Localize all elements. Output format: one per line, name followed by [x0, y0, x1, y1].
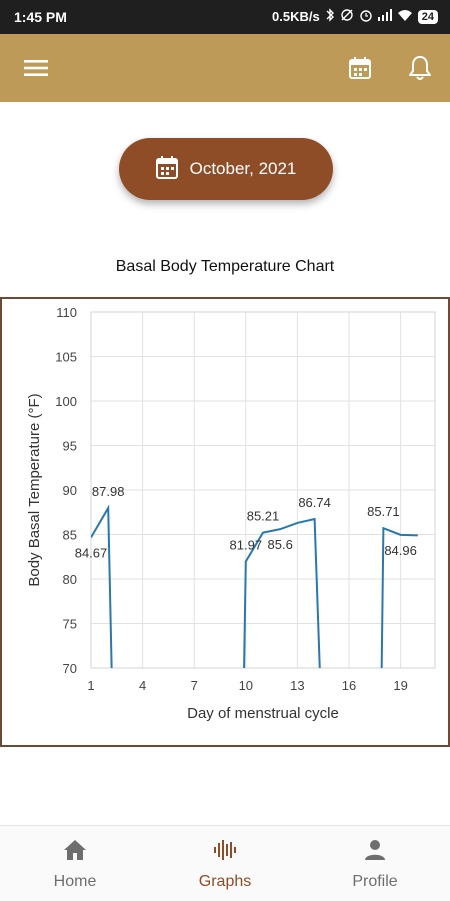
y-tick-label: 80 — [63, 572, 77, 587]
nav-profile[interactable]: Profile — [315, 838, 435, 891]
graphs-icon — [212, 840, 238, 866]
data-label: 85.21 — [247, 509, 280, 524]
status-time: 1:45 PM — [14, 9, 67, 25]
data-label: 81.97 — [230, 537, 263, 552]
data-label: 87.98 — [92, 484, 125, 499]
alarm-icon — [359, 8, 373, 25]
chart-container: 70 75 80 85 90 95 100 105 110 1 4 7 10 13 16 19 Day of m… — [0, 297, 450, 747]
x-axis-label: Day of menstrual cycle — [187, 705, 339, 722]
data-label: 86.74 — [298, 495, 331, 510]
y-tick-label: 75 — [63, 617, 77, 632]
bluetooth-icon — [325, 8, 335, 25]
nav-graphs[interactable]: Graphs — [165, 838, 285, 891]
series-line — [243, 517, 321, 668]
series-line — [380, 526, 418, 668]
x-tick-label: 10 — [239, 678, 253, 693]
home-icon — [62, 840, 88, 866]
y-axis-label: Body Basal Temperature (°F) — [26, 393, 43, 586]
series-line — [91, 504, 113, 668]
month-picker-button[interactable]: October, 2021 — [119, 138, 333, 200]
y-tick-label: 100 — [55, 394, 77, 409]
x-tick-label: 1 — [87, 678, 94, 693]
status-icons: 0.5KB/s 24 — [272, 8, 438, 25]
mute-icon — [340, 8, 354, 25]
y-tick-label: 90 — [63, 483, 77, 498]
bell-icon[interactable] — [404, 52, 436, 84]
nav-graphs-label: Graphs — [198, 873, 252, 890]
calendar-icon[interactable] — [344, 52, 376, 84]
battery-indicator: 24 — [417, 9, 438, 24]
y-tick-label: 70 — [63, 661, 77, 676]
nav-profile-label: Profile — [352, 873, 398, 890]
calendar-icon — [155, 155, 178, 184]
data-label: 84.96 — [384, 543, 417, 558]
chart-title: Basal Body Temperature Chart — [115, 258, 335, 275]
x-tick-label: 19 — [393, 678, 407, 693]
network-speed: 0.5KB/s — [272, 9, 320, 24]
x-tick-label: 7 — [191, 678, 198, 693]
data-label: 84.67 — [75, 545, 108, 560]
bottom-navigation: Home Graphs Profile — [0, 825, 450, 901]
nav-home-label: Home — [53, 873, 97, 890]
y-tick-label: 105 — [55, 350, 77, 365]
data-label: 85.6 — [268, 537, 293, 552]
x-tick-label: 13 — [290, 678, 304, 693]
plot-area — [90, 311, 436, 669]
x-tick-label: 4 — [139, 678, 146, 693]
bbt-line-chart: 70 75 80 85 90 95 100 105 110 1 4 7 10 13 16 19 Day of m… — [26, 305, 436, 722]
x-tick-label: 16 — [342, 678, 356, 693]
y-tick-label: 85 — [63, 528, 77, 543]
status-bar: 1:45 PM 0.5KB/s 24 — [0, 0, 450, 34]
menu-icon[interactable] — [20, 52, 52, 84]
month-label: October, 2021 — [189, 159, 297, 178]
y-tick-label: 110 — [56, 305, 77, 320]
profile-icon — [362, 840, 388, 866]
wifi-icon — [397, 9, 413, 24]
signal-icon — [377, 9, 392, 24]
y-tick-label: 95 — [63, 439, 77, 454]
app-bar — [0, 34, 450, 102]
data-label: 85.71 — [367, 504, 400, 519]
nav-home[interactable]: Home — [15, 838, 135, 891]
